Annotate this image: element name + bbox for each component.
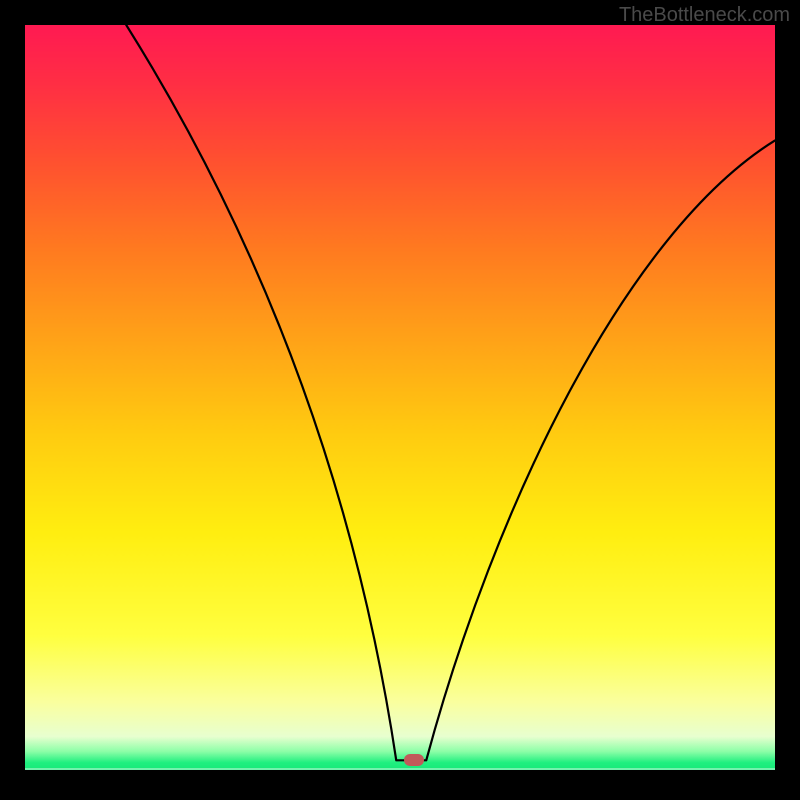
x-axis-baseline bbox=[25, 768, 775, 770]
watermark-text: TheBottleneck.com bbox=[619, 4, 790, 27]
chart-container: TheBottleneck.com bbox=[0, 0, 800, 800]
gradient-background bbox=[25, 25, 775, 770]
